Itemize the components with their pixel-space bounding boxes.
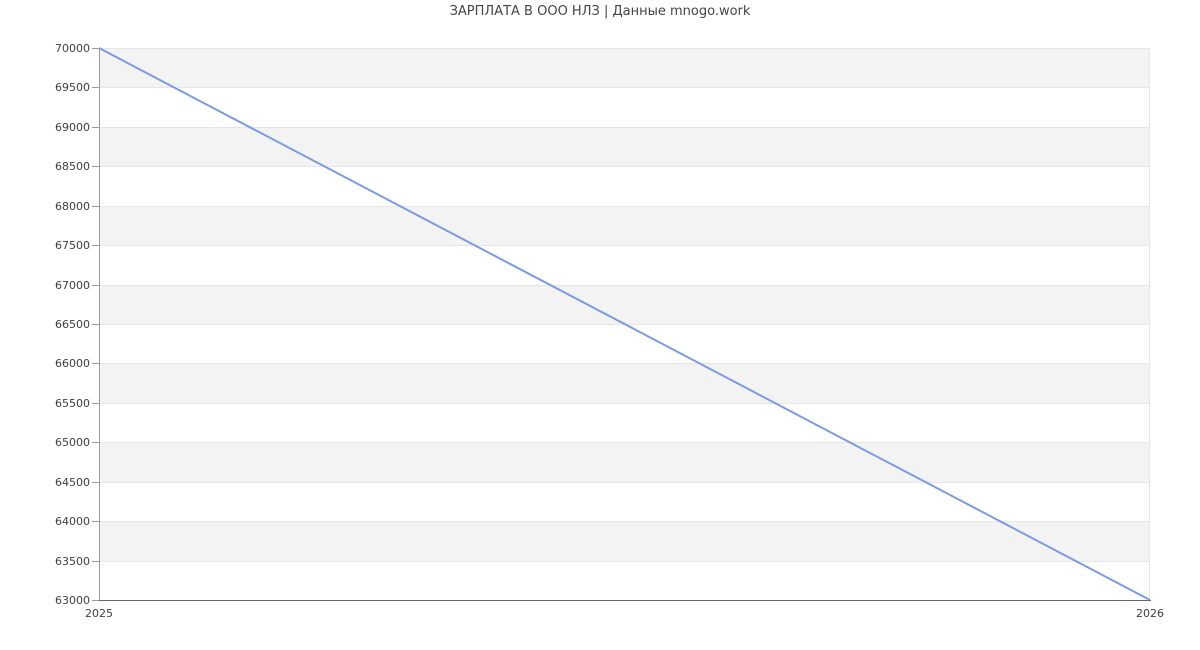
x-tick-label: 2025 <box>85 607 113 620</box>
y-tick-label: 69000 <box>55 120 90 134</box>
y-tick-label: 64000 <box>55 515 90 529</box>
plot-band <box>99 442 1150 482</box>
h-gridline <box>99 403 1150 404</box>
h-gridline <box>99 245 1150 246</box>
h-gridline <box>99 363 1150 364</box>
plot-band <box>99 363 1150 403</box>
h-gridline <box>99 561 1150 562</box>
plot-band <box>99 521 1150 561</box>
h-gridline <box>99 166 1150 167</box>
y-tick-label: 64500 <box>55 475 90 489</box>
y-tick-label: 66000 <box>55 357 90 371</box>
y-tick-mark <box>92 482 99 483</box>
v-gridline <box>1149 48 1150 600</box>
y-axis-line <box>99 48 100 601</box>
h-gridline <box>99 127 1150 128</box>
y-tick-mark <box>92 245 99 246</box>
y-tick-mark <box>92 324 99 325</box>
y-tick-mark <box>92 403 99 404</box>
y-tick-label: 65500 <box>55 396 90 410</box>
x-tick-label: 2026 <box>1136 607 1164 620</box>
y-tick-label: 67500 <box>55 239 90 253</box>
y-tick-mark <box>92 127 99 128</box>
y-tick-label: 70000 <box>55 42 90 55</box>
h-gridline <box>99 206 1150 207</box>
plot-band <box>99 48 1150 88</box>
h-gridline <box>99 482 1150 483</box>
h-gridline <box>99 442 1150 443</box>
y-tick-label: 65000 <box>55 436 90 450</box>
y-tick-label: 68500 <box>55 160 90 174</box>
plot-area <box>99 48 1150 601</box>
y-tick-label: 68000 <box>55 199 90 213</box>
y-tick-mark <box>92 442 99 443</box>
salary-series-line <box>98 47 1151 601</box>
plot-band <box>99 205 1150 246</box>
h-gridline <box>99 87 1150 88</box>
y-tick-mark <box>92 48 99 49</box>
series-line-layer <box>98 47 1151 601</box>
y-tick-label: 66500 <box>55 318 90 331</box>
h-gridline <box>99 521 1150 522</box>
h-gridline <box>99 285 1150 286</box>
y-tick-label: 67000 <box>55 278 90 292</box>
y-tick-mark <box>92 87 99 88</box>
plot-band <box>99 284 1150 324</box>
y-tick-mark <box>92 521 99 522</box>
y-tick-mark <box>92 206 99 207</box>
h-gridline <box>99 48 1150 49</box>
y-tick-mark <box>92 166 99 167</box>
chart-title: ЗАРПЛАТА В ООО НЛЗ | Данные mnogo.work <box>449 4 751 19</box>
x-axis-baseline <box>99 600 1151 601</box>
y-tick-mark <box>92 285 99 286</box>
y-tick-mark <box>92 600 99 601</box>
y-tick-label: 63500 <box>55 554 90 568</box>
y-tick-label: 63000 <box>55 594 90 607</box>
y-tick-mark <box>92 561 99 562</box>
plot-band <box>99 126 1150 167</box>
y-tick-label: 69500 <box>55 81 90 95</box>
y-tick-mark <box>92 363 99 364</box>
